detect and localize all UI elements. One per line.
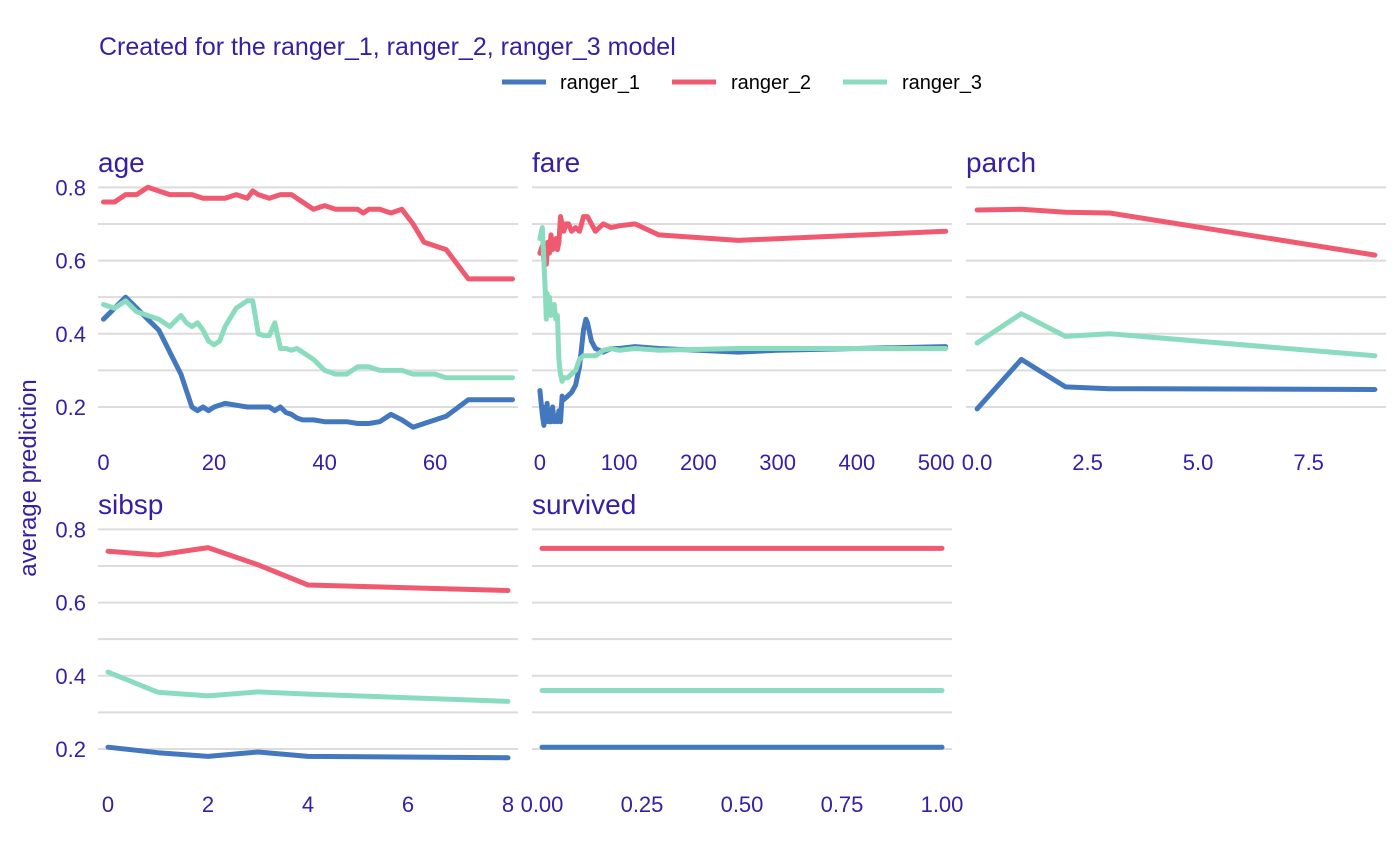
x-tick-label: 0.50 <box>721 792 764 817</box>
x-tick-label: 100 <box>601 450 638 475</box>
panel-survived: survived 0.00 0.25 0.50 0.75 1.00 <box>521 489 964 817</box>
y-tick-label: 0.6 <box>55 249 86 274</box>
y-tick-label: 0.8 <box>55 517 86 542</box>
series-line-ranger_1 <box>537 316 949 428</box>
x-tick-label: 7.5 <box>1293 450 1324 475</box>
legend: ranger_1 ranger_2 ranger_3 <box>502 72 982 94</box>
x-tick-label: 60 <box>423 450 447 475</box>
x-tick-label: 300 <box>759 450 796 475</box>
y-tick-label: 0.8 <box>55 175 86 200</box>
series-line-ranger_2 <box>105 545 511 593</box>
x-tick-label: 40 <box>312 450 336 475</box>
series-line-ranger_2 <box>974 206 1378 258</box>
x-tick-label: 0 <box>97 450 109 475</box>
legend-label-ranger_3: ranger_3 <box>902 72 982 94</box>
x-tick-label: 1.00 <box>921 792 964 817</box>
x-tick-label: 0.00 <box>521 792 564 817</box>
y-axis-title: average prediction <box>15 379 42 576</box>
panel-title-age: age <box>98 147 145 178</box>
x-tick-label: 500 <box>918 450 955 475</box>
x-tick-label: 0 <box>102 792 114 817</box>
series-line-ranger_2 <box>101 184 515 282</box>
x-tick-label: 2 <box>202 792 214 817</box>
series-line-ranger_2 <box>537 214 949 267</box>
series-line-ranger_1 <box>105 744 511 761</box>
panel-title-sibsp: sibsp <box>98 489 163 520</box>
legend-label-ranger_1: ranger_1 <box>560 72 640 94</box>
series-line-ranger_1 <box>974 356 1378 412</box>
x-tick-label: 0.0 <box>962 450 993 475</box>
series-line-ranger_3 <box>101 298 515 381</box>
series-line-ranger_3 <box>537 225 949 384</box>
panel-parch: parch 0.0 2.5 5.0 7.5 <box>962 147 1386 475</box>
x-tick-label: 2.5 <box>1072 450 1103 475</box>
y-tick-label: 0.4 <box>55 322 86 347</box>
panel-fare: fare 0 100 200 300 400 500 <box>532 147 955 475</box>
chart-subtitle: Created for the ranger_1, ranger_2, rang… <box>99 33 676 61</box>
panel-title-parch: parch <box>966 147 1036 178</box>
x-tick-label: 8 <box>502 792 514 817</box>
panel-title-survived: survived <box>532 489 636 520</box>
panel-age: age 0.2 0.4 0.6 0.8 0 20 40 60 <box>55 147 518 475</box>
x-tick-label: 0 <box>534 450 546 475</box>
legend-label-ranger_2: ranger_2 <box>731 72 811 94</box>
x-tick-label: 0.75 <box>821 792 864 817</box>
panel-sibsp: sibsp 0.2 0.4 0.6 0.8 0 2 4 6 8 <box>55 489 518 817</box>
x-tick-label: 400 <box>839 450 876 475</box>
y-tick-label: 0.2 <box>55 737 86 762</box>
x-tick-label: 200 <box>680 450 717 475</box>
series-line-ranger_1 <box>101 294 515 430</box>
x-tick-label: 5.0 <box>1183 450 1214 475</box>
y-tick-label: 0.2 <box>55 395 86 420</box>
y-tick-label: 0.4 <box>55 664 86 689</box>
x-tick-label: 6 <box>402 792 414 817</box>
series-line-ranger_3 <box>974 311 1378 359</box>
x-tick-label: 0.25 <box>621 792 664 817</box>
x-tick-label: 4 <box>302 792 314 817</box>
y-tick-label: 0.6 <box>55 591 86 616</box>
x-tick-label: 20 <box>202 450 226 475</box>
panel-title-fare: fare <box>532 147 580 178</box>
series-line-ranger_3 <box>105 669 511 704</box>
